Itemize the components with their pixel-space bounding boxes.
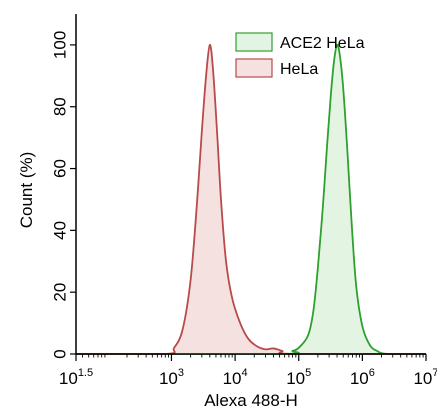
- legend-swatch-ace2-hela: [235, 32, 273, 52]
- x-tick-label-1-5: 101.5: [59, 367, 93, 388]
- series-hela: [75, 44, 426, 355]
- ticks-layer: 0 20 40 60 80 100 101.5 103 104 105 106 107: [51, 31, 437, 388]
- y-tick-label-60: 60: [51, 159, 70, 178]
- series-ace2-hela: [75, 43, 426, 355]
- labels-layer: Alexa 488-H Count (%): [17, 152, 298, 410]
- y-axis-title: Count (%): [17, 152, 36, 229]
- legend: ACE2 HeLa HeLa: [235, 32, 365, 78]
- x-tick-label-5: 105: [286, 367, 311, 388]
- x-tick-label-4: 104: [223, 367, 248, 388]
- series-area-hela: [76, 44, 426, 354]
- legend-label-ace2-hela: ACE2 HeLa: [280, 35, 365, 52]
- series-layer: [75, 43, 426, 355]
- y-tick-label-0: 0: [51, 349, 70, 358]
- legend-label-hela: HeLa: [280, 61, 318, 78]
- x-axis-title: Alexa 488-H: [204, 391, 298, 410]
- series-area-ace2-hela: [76, 44, 426, 354]
- series-line-hela: [75, 44, 426, 355]
- y-tick-label-20: 20: [51, 283, 70, 302]
- y-tick-label-80: 80: [51, 97, 70, 116]
- legend-swatch-hela: [235, 58, 273, 78]
- y-tick-label-40: 40: [51, 221, 70, 240]
- x-tick-label-6: 106: [350, 367, 375, 388]
- y-tick-label-100: 100: [51, 31, 70, 59]
- x-tick-label-7: 107: [413, 367, 437, 388]
- axes-layer: [75, 14, 426, 355]
- x-tick-label-3: 103: [159, 367, 184, 388]
- series-line-ace2-hela: [75, 43, 426, 355]
